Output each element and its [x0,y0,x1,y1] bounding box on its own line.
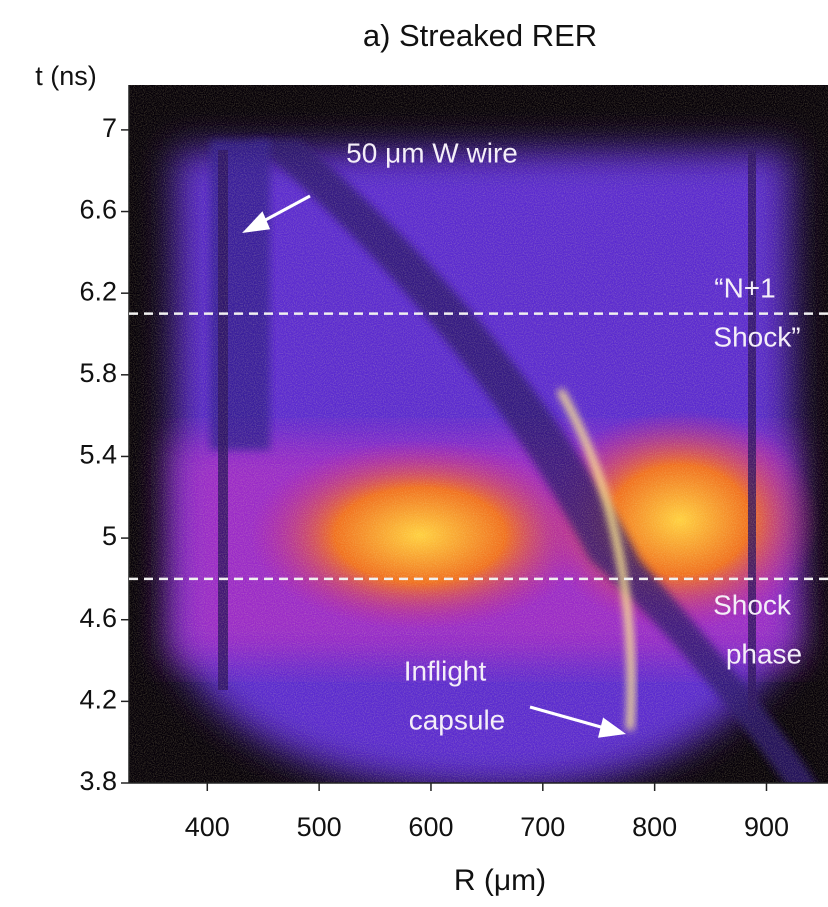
x-tick-label: 500 [297,812,342,842]
x-axis-label: R (μm) [454,864,546,897]
arrows [242,194,626,738]
y-tick-label: 3.8 [79,766,117,796]
x-tick-label: 400 [185,812,230,842]
annotation: capsule [409,704,506,735]
x-tick-label: 700 [520,812,565,842]
y-tick-label: 7 [102,113,117,143]
annotation: “N+1 [714,272,775,303]
annotation: phase [726,638,802,669]
chart-title: a) Streaked RER [363,18,597,53]
annotation: Shock [713,589,792,620]
annotation: 50 μm W wire [346,137,518,168]
y-axis-label: t (ns) [35,61,97,91]
y-tick-label: 5.8 [79,358,117,388]
y-tick-label: 6.6 [79,195,117,225]
x-tick-label: 900 [744,812,789,842]
annotation: Shock” [713,321,800,352]
y-tick-label: 4.6 [79,603,117,633]
y-tick-label: 6.2 [79,276,117,306]
x-tick-label: 800 [632,812,677,842]
x-tick-label: 600 [408,812,453,842]
y-tick-label: 5.4 [79,440,117,470]
annotation: Inflight [404,655,487,686]
y-tick-label: 4.2 [79,684,117,714]
y-tick-label: 5 [102,521,117,551]
image [129,85,828,783]
